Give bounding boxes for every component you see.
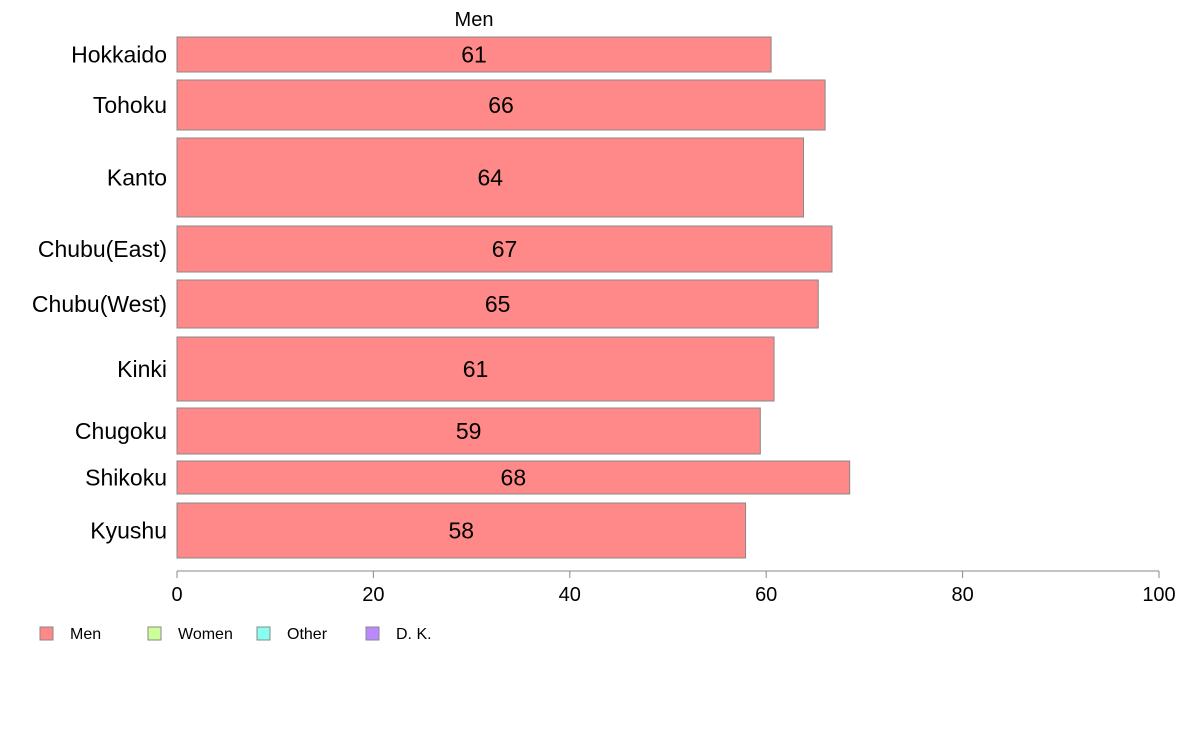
category-labels: Hokkaido Tohoku Kanto Chubu(East) Chubu(West… bbox=[32, 42, 167, 544]
value-label: 64 bbox=[477, 165, 503, 191]
category-label: Chugoku bbox=[75, 418, 167, 444]
bar-kyushu bbox=[176, 502, 747, 559]
legend: Men Women Other D. K. bbox=[39, 626, 432, 643]
bar-hokkaido bbox=[176, 36, 772, 73]
value-label: 65 bbox=[485, 291, 511, 317]
bar-kanto bbox=[176, 137, 805, 218]
value-label: 61 bbox=[461, 42, 487, 68]
legend-label: D. K. bbox=[396, 626, 432, 643]
category-label: Kyushu bbox=[90, 518, 167, 544]
legend-swatch bbox=[39, 626, 54, 641]
bar-chubu-east bbox=[176, 225, 833, 273]
category-label: Shikoku bbox=[85, 465, 167, 491]
x-tick-label: 80 bbox=[951, 584, 973, 606]
x-tick-label: 20 bbox=[362, 584, 384, 606]
bars-group bbox=[176, 36, 851, 559]
x-tick-label: 100 bbox=[1142, 584, 1175, 606]
category-label: Chubu(East) bbox=[38, 236, 167, 262]
bar-shikoku bbox=[176, 460, 851, 495]
category-label: Tohoku bbox=[93, 92, 167, 118]
x-tick-label: 60 bbox=[755, 584, 777, 606]
value-label: 61 bbox=[463, 356, 489, 382]
x-tick-label: 0 bbox=[171, 584, 182, 606]
panel-title: Men bbox=[455, 9, 494, 31]
legend-label: Men bbox=[70, 626, 101, 643]
bar-chugoku bbox=[176, 407, 761, 455]
legend-label: Women bbox=[178, 626, 233, 643]
category-label: Hokkaido bbox=[71, 42, 167, 68]
category-label: Kinki bbox=[117, 356, 167, 382]
x-tick-label: 40 bbox=[559, 584, 581, 606]
bar-kinki bbox=[176, 336, 775, 402]
category-label: Chubu(West) bbox=[32, 291, 167, 317]
value-label: 68 bbox=[501, 465, 527, 491]
legend-swatch bbox=[365, 626, 380, 641]
legend-swatch bbox=[256, 626, 271, 641]
value-label: 59 bbox=[456, 418, 482, 444]
legend-label: Other bbox=[287, 626, 328, 643]
category-label: Kanto bbox=[107, 165, 167, 191]
legend-swatch bbox=[147, 626, 162, 641]
x-axis: 0 20 40 60 80 100 bbox=[171, 570, 1176, 606]
bar-chubu-west bbox=[176, 279, 819, 329]
value-label: 66 bbox=[488, 92, 514, 118]
value-label: 67 bbox=[492, 236, 518, 262]
value-label: 58 bbox=[448, 518, 474, 544]
bar-tohoku bbox=[176, 79, 826, 131]
